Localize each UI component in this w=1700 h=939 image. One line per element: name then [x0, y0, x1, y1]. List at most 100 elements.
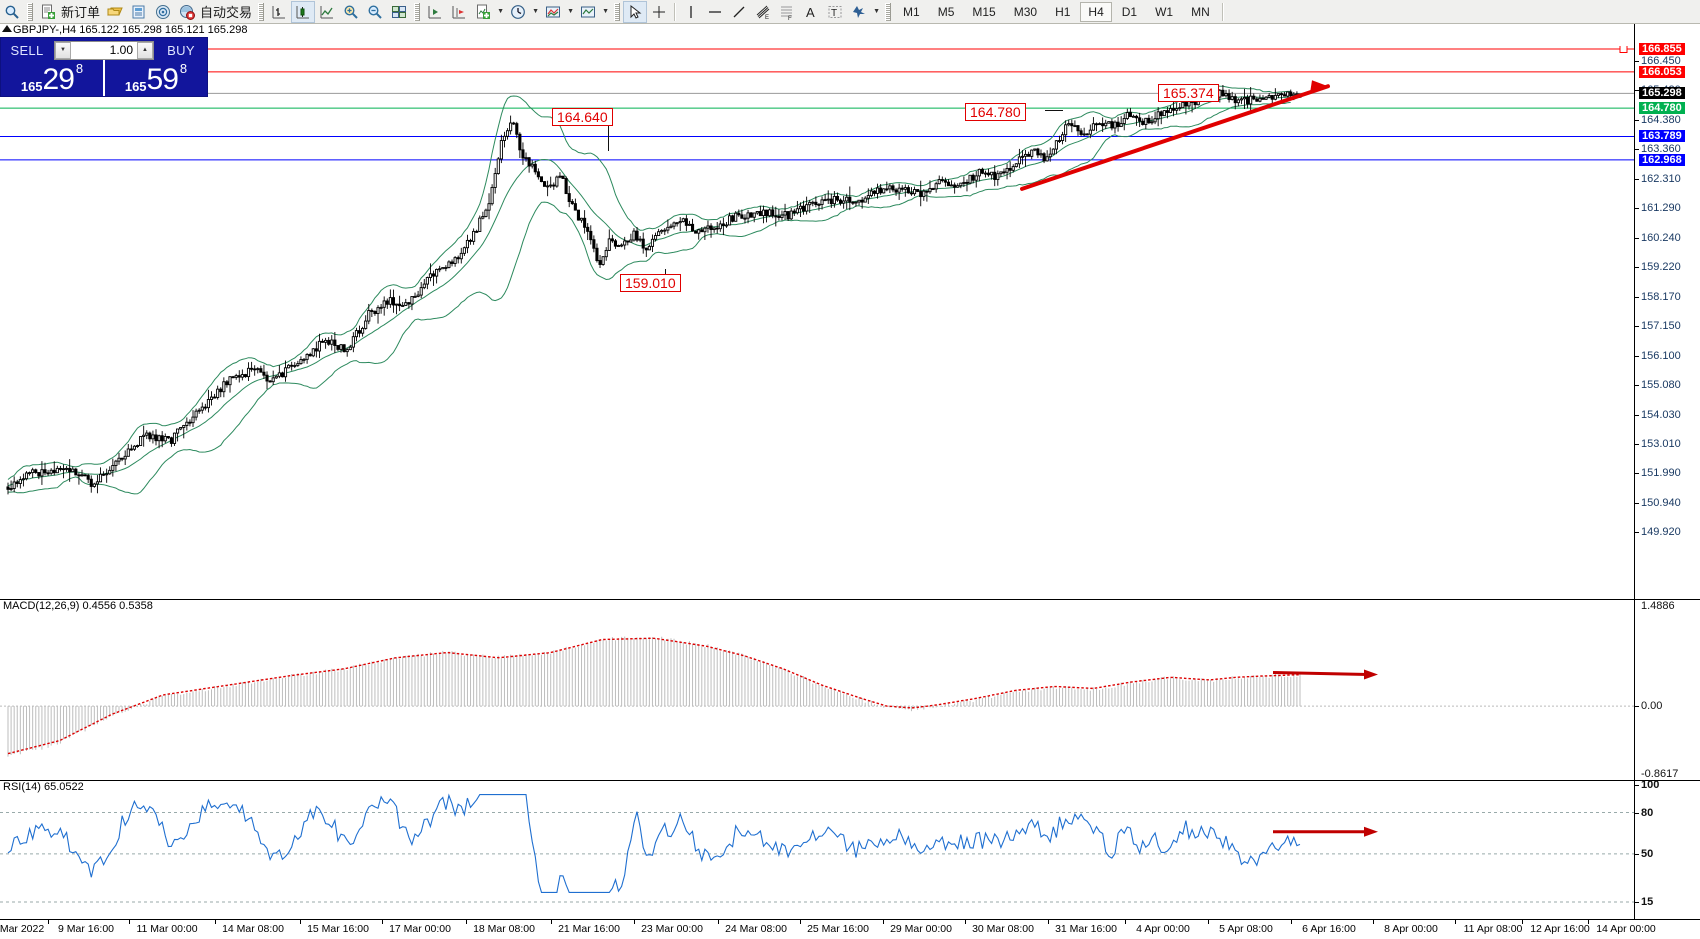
timeframe-m30[interactable]: M30 — [1013, 4, 1038, 19]
price-axis-label-158-170: 158.170 — [1641, 290, 1681, 303]
macd-signal-line — [7, 637, 1301, 755]
line-chart-icon[interactable] — [315, 1, 339, 23]
macd-chart-canvas[interactable] — [0, 600, 1634, 780]
print-preview-icon[interactable] — [127, 1, 151, 23]
sell-price[interactable]: 165 29 8 — [1, 60, 103, 96]
shift-end-icon[interactable] — [423, 1, 447, 23]
new-order-label[interactable]: 新订单 — [61, 5, 101, 20]
sell-button[interactable]: SELL — [10, 42, 44, 58]
order-handle[interactable] — [1619, 46, 1628, 53]
price-axis-tick — [1635, 266, 1639, 268]
macd-pane[interactable] — [0, 600, 1634, 780]
equidistant-channel-icon[interactable]: E — [751, 1, 775, 23]
vline-icon[interactable] — [679, 1, 703, 23]
zoom-out-icon[interactable] — [363, 1, 387, 23]
toolbar-grip-2[interactable] — [258, 2, 265, 21]
volume-increase-icon[interactable]: ▲ — [137, 41, 153, 59]
timeframe-w1[interactable]: W1 — [1155, 4, 1174, 19]
tag-164-780[interactable]: 164.780 — [965, 103, 1026, 121]
tile-windows-icon[interactable] — [387, 1, 411, 23]
text-icon[interactable]: A — [799, 1, 823, 23]
time-axis-label: 11 Mar 00:00 — [136, 923, 198, 935]
templates-icon[interactable] — [541, 1, 565, 23]
timeframe-d1[interactable]: D1 — [1121, 4, 1138, 19]
tag-165-374[interactable]: 165.374 — [1158, 84, 1219, 102]
time-axis-label: 15 Mar 16:00 — [307, 923, 369, 935]
bar-chart-icon[interactable] — [267, 1, 291, 23]
time-axis-label: 9 Mar 16:00 — [57, 923, 115, 935]
crosshair-icon[interactable] — [647, 1, 671, 23]
price-axis-tick — [1635, 178, 1639, 180]
indicators-icon[interactable] — [471, 1, 495, 23]
toolbar-grip-3[interactable] — [414, 2, 421, 21]
volume-value[interactable]: 1.00 — [109, 43, 133, 57]
tag-159-010[interactable]: 159.010 — [620, 274, 681, 292]
price-axis-tick — [1635, 443, 1639, 445]
price-axis-tick — [1635, 237, 1639, 239]
price-axis-label-164-380: 164.380 — [1641, 113, 1681, 126]
text-label-icon[interactable]: T — [823, 1, 847, 23]
buy-price-fraction: 8 — [179, 61, 188, 76]
volume-stepper[interactable]: ▼ 1.00 ▲ — [54, 40, 154, 60]
price-axis-label-164-780: 164.780 — [1639, 102, 1685, 115]
hline-icon[interactable] — [703, 1, 727, 23]
toolbar-grip-4[interactable] — [614, 2, 621, 21]
timeframe-m1[interactable]: M1 — [903, 4, 920, 19]
timeframe-h4[interactable]: H4 — [1080, 1, 1112, 22]
period-icon[interactable] — [506, 1, 530, 23]
templates-dropdown-caret[interactable]: ▼ — [567, 8, 574, 15]
sell-price-int: 165 — [20, 79, 43, 94]
period-dropdown-caret[interactable]: ▼ — [532, 8, 539, 15]
trendline[interactable] — [1020, 84, 1330, 191]
toolbar-grip-5[interactable] — [885, 2, 892, 21]
timeframe-m5[interactable]: M5 — [937, 4, 955, 19]
price-axis[interactable]: 166.855166.450166.053165.420165.298164.7… — [1634, 24, 1700, 939]
auto-scroll-icon[interactable] — [447, 1, 471, 23]
fibonacci-icon[interactable]: F — [775, 1, 799, 23]
buy-button[interactable]: BUY — [167, 42, 195, 58]
autotrading-icon[interactable] — [175, 1, 199, 23]
rsi-axis-tick — [1635, 785, 1639, 786]
time-axis-label: 17 Mar 00:00 — [389, 923, 451, 935]
indicators-dropdown-caret[interactable]: ▼ — [497, 8, 504, 15]
rsi-pane-separator — [0, 780, 1700, 781]
signals-icon[interactable] — [151, 1, 175, 23]
charts-dropdown-caret[interactable]: ▼ — [602, 8, 609, 15]
tag-164-640[interactable]: 164.640 — [552, 108, 613, 126]
macd-pane-separator — [0, 599, 1700, 600]
zoom-in-icon[interactable] — [339, 1, 363, 23]
time-axis-tick — [1373, 920, 1374, 924]
buy-price[interactable]: 165 59 8 — [103, 60, 207, 96]
one-click-trading-panel[interactable]: SELL ▼ 1.00 ▲ BUY 165 29 8 165 59 8 — [0, 37, 208, 97]
rsi-chart-canvas[interactable] — [0, 781, 1634, 920]
magnifier-icon[interactable] — [0, 1, 24, 23]
charts-window-icon[interactable] — [576, 1, 600, 23]
rsi-pane[interactable] — [0, 781, 1634, 920]
price-axis-label-149-920: 149.920 — [1641, 526, 1681, 538]
timeframe-mn[interactable]: MN — [1191, 4, 1210, 19]
time-axis-label: 30 Mar 08:00 — [972, 923, 1034, 935]
timeframe-h1[interactable]: H1 — [1055, 4, 1071, 19]
shapes-icon[interactable] — [847, 1, 871, 23]
timeframe-m15[interactable]: M15 — [972, 4, 996, 19]
time-axis[interactable]: Mar 2022 9 Mar 16:00 11 Mar 00:00 14 Mar 08… — [0, 919, 1700, 939]
folder-icon[interactable] — [103, 1, 127, 23]
autotrading-label[interactable]: 自动交易 — [200, 5, 253, 20]
candlestick-chart-icon[interactable] — [291, 0, 316, 23]
cursor-icon[interactable] — [623, 0, 648, 23]
new-order-icon[interactable] — [36, 1, 60, 23]
price-chart-canvas[interactable] — [0, 46, 1634, 599]
chart-window[interactable]: GBPJPY-,H4 165.122 165.298 165.121 165.2… — [0, 24, 1700, 939]
time-axis-tick — [466, 920, 467, 924]
toolbar-separator — [674, 2, 677, 21]
rsi-axis-tick — [1635, 853, 1639, 855]
toolbar-grip[interactable] — [27, 2, 33, 21]
time-axis-label: 4 Apr 00:00 — [1136, 923, 1190, 935]
shapes-dropdown-caret[interactable]: ▼ — [873, 8, 880, 15]
trendline-icon[interactable] — [727, 1, 751, 23]
macd-arrow[interactable] — [1272, 670, 1369, 676]
volume-decrease-icon[interactable]: ▼ — [55, 41, 71, 59]
price-pane[interactable] — [0, 46, 1634, 599]
price-axis-tick — [1635, 355, 1639, 357]
time-axis-label: 29 Mar 00:00 — [890, 923, 952, 935]
